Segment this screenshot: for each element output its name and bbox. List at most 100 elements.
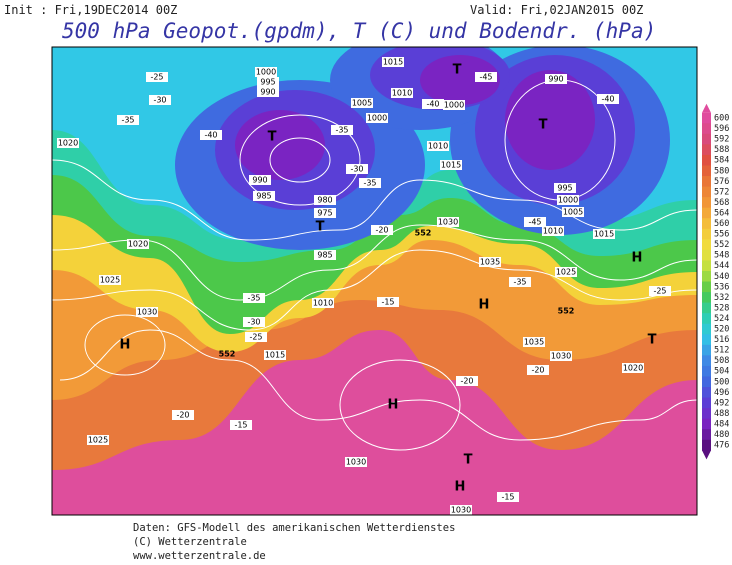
colorbar-swatch bbox=[702, 418, 711, 430]
colorbar-tick-label: 592 bbox=[714, 135, 729, 145]
label-box bbox=[562, 207, 584, 217]
label-box bbox=[346, 164, 368, 174]
temperature-label: -35 bbox=[509, 277, 531, 287]
contour-line bbox=[269, 137, 331, 183]
isobar-label: 1035 bbox=[523, 337, 545, 347]
temperature-label: -30 bbox=[243, 317, 265, 327]
label-text: -20 bbox=[531, 366, 544, 375]
isobar-label: 1005 bbox=[562, 207, 584, 217]
label-text: 1035 bbox=[524, 338, 544, 347]
label-text: 1010 bbox=[313, 299, 333, 308]
label-text: -45 bbox=[479, 73, 492, 82]
footer-url: www.wetterzentrale.de bbox=[133, 550, 266, 562]
colorbar-swatch bbox=[702, 239, 711, 251]
pressure-center: T bbox=[648, 333, 657, 348]
pressure-center: H bbox=[632, 251, 643, 266]
pressure-center: H bbox=[388, 398, 399, 413]
label-box bbox=[391, 88, 413, 98]
geopotential-label: 552 bbox=[219, 350, 236, 359]
label-box bbox=[497, 492, 519, 502]
label-box bbox=[550, 351, 572, 361]
label-text: 1025 bbox=[100, 276, 120, 285]
temperature-label: -35 bbox=[243, 293, 265, 303]
isobar-label: 1020 bbox=[127, 239, 149, 249]
label-text: 1000 bbox=[558, 196, 578, 205]
colorbar-swatch bbox=[702, 112, 711, 124]
contour-line bbox=[59, 329, 697, 441]
isobar-label: 990 bbox=[249, 175, 271, 185]
label-box bbox=[253, 191, 275, 201]
label-text: -35 bbox=[335, 126, 348, 135]
label-text: -20 bbox=[375, 226, 388, 235]
geopotential-label: 552 bbox=[415, 229, 432, 238]
contour-line bbox=[84, 314, 166, 376]
label-text: 1015 bbox=[441, 161, 461, 170]
isobar-label: 990 bbox=[545, 74, 567, 84]
isobar-label: 985 bbox=[314, 250, 336, 260]
label-box bbox=[172, 410, 194, 420]
colorbar-tick-label: 508 bbox=[714, 356, 729, 366]
label-box bbox=[450, 505, 472, 515]
colorbar-swatch bbox=[702, 249, 711, 261]
temperature-label: -40 bbox=[422, 99, 444, 109]
label-text: 1000 bbox=[444, 101, 464, 110]
isobar-label: 1010 bbox=[542, 226, 564, 236]
label-text: 1030 bbox=[137, 308, 157, 317]
label-box bbox=[649, 286, 671, 296]
label-text: -30 bbox=[350, 165, 363, 174]
colorbar-tick-label: 564 bbox=[714, 208, 729, 218]
label-text: 1030 bbox=[451, 506, 471, 515]
isobar-label: 1030 bbox=[437, 217, 459, 227]
label-text: 1030 bbox=[551, 352, 571, 361]
label-text: 995 bbox=[557, 184, 572, 193]
colorbar-swatch bbox=[702, 355, 711, 367]
label-box bbox=[351, 98, 373, 108]
label-text: -25 bbox=[249, 333, 262, 342]
label-box bbox=[443, 100, 465, 110]
label-text: 1000 bbox=[256, 68, 276, 77]
label-box bbox=[312, 298, 334, 308]
label-text: -15 bbox=[234, 421, 247, 430]
isobar-label: 1030 bbox=[450, 505, 472, 515]
label-text: -20 bbox=[460, 377, 473, 386]
isobar-label: 1015 bbox=[382, 57, 404, 67]
colorbar-tick-label: 512 bbox=[714, 346, 729, 356]
colorbar-arrow bbox=[702, 103, 711, 113]
label-text: 1010 bbox=[428, 142, 448, 151]
label-box bbox=[593, 229, 615, 239]
footer-copyright: (C) Wetterzentrale bbox=[133, 536, 247, 548]
label-text: 985 bbox=[256, 192, 271, 201]
label-text: 1000 bbox=[367, 114, 387, 123]
colorbar-swatch bbox=[702, 207, 711, 219]
label-box bbox=[117, 115, 139, 125]
colorbar-tick-label: 480 bbox=[714, 430, 729, 440]
label-text: 980 bbox=[317, 196, 332, 205]
label-box bbox=[545, 74, 567, 84]
contour-line bbox=[339, 359, 461, 451]
isobar-label: 1000 bbox=[366, 113, 388, 123]
label-box bbox=[422, 99, 444, 109]
geopotential-label: 552 bbox=[558, 307, 575, 316]
label-box bbox=[437, 217, 459, 227]
label-text: 1015 bbox=[383, 58, 403, 67]
label-text: 975 bbox=[317, 209, 332, 218]
colorbar-tick-label: 552 bbox=[714, 240, 729, 250]
temperature-label: -15 bbox=[497, 492, 519, 502]
contour-line bbox=[52, 224, 697, 301]
label-text: 990 bbox=[252, 176, 267, 185]
temperature-label: -40 bbox=[200, 130, 222, 140]
isobar-label: 1015 bbox=[593, 229, 615, 239]
colorbar-swatch bbox=[702, 334, 711, 346]
colorbar-tick-label: 520 bbox=[714, 325, 729, 335]
label-text: 1025 bbox=[88, 436, 108, 445]
label-box bbox=[57, 138, 79, 148]
isobar-label: 985 bbox=[253, 191, 275, 201]
label-text: 1005 bbox=[352, 99, 372, 108]
label-text: 1020 bbox=[128, 240, 148, 249]
colorbar-swatch bbox=[702, 228, 711, 240]
label-box bbox=[87, 435, 109, 445]
colorbar-swatch bbox=[702, 176, 711, 188]
isobar-label: 1020 bbox=[622, 363, 644, 373]
temperature-label: -20 bbox=[456, 376, 478, 386]
label-box bbox=[314, 195, 336, 205]
